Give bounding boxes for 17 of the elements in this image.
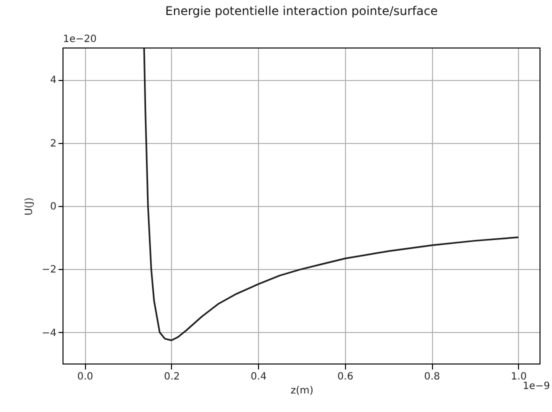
text: 1e−9 xyxy=(522,381,550,392)
y-tick-label: 0 xyxy=(50,202,56,212)
y-tick-label: −2 xyxy=(42,264,56,276)
line-series xyxy=(143,47,520,342)
x-tick-label: 0.8 xyxy=(424,372,440,382)
x-axis-title: z(m) xyxy=(290,386,314,396)
y-axis-title: U(J) xyxy=(24,197,35,216)
x-tick-label: 0.0 xyxy=(77,372,94,382)
x-tick-label: 0.4 xyxy=(250,372,267,382)
x-tick-label: 0.2 xyxy=(164,372,180,382)
x-tick-label: 1.0 xyxy=(510,372,527,382)
y-tick-label: 4 xyxy=(50,75,56,86)
text: 1e−20 xyxy=(63,34,97,45)
y-tick-label: 2 xyxy=(50,138,56,150)
y-tick-label: −4 xyxy=(42,328,56,339)
x-tick-label: 0.6 xyxy=(337,372,354,382)
chart-title: Energie potentielle interaction pointe/surface xyxy=(165,4,438,18)
